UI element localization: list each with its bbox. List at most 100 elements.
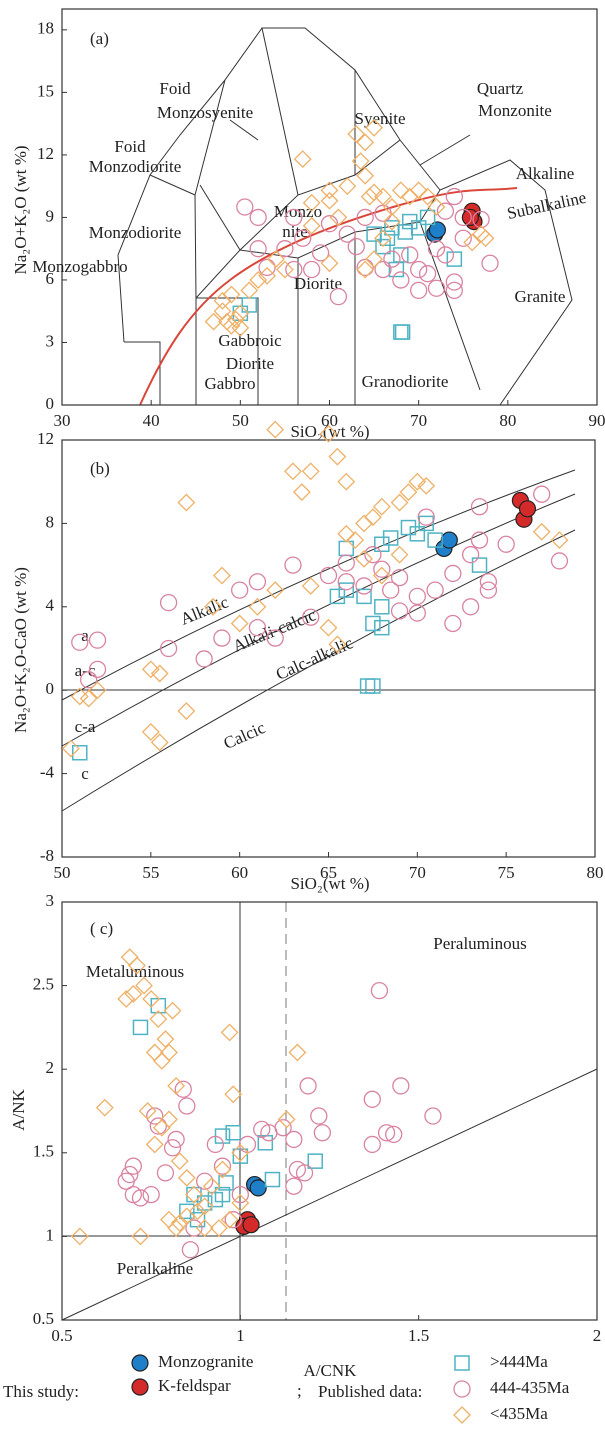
diamond-point	[141, 660, 160, 679]
diamond-point	[293, 150, 312, 168]
circle-point	[408, 587, 426, 606]
square-point	[409, 526, 426, 542]
shand-lines	[61, 902, 598, 1321]
diamond-point	[328, 447, 347, 466]
x-axis-label: SiO₂(wt %)	[290, 422, 369, 441]
square-point	[394, 324, 411, 340]
diamond-point	[88, 681, 107, 700]
circle-point	[385, 1125, 403, 1144]
diamond-point	[292, 483, 311, 502]
legend-marker	[131, 1378, 149, 1396]
x-axis-label: A/CNK	[304, 1361, 358, 1380]
circle-point	[174, 1080, 192, 1098]
circle-point	[285, 260, 303, 279]
square-point	[356, 588, 372, 605]
circle-point	[71, 633, 89, 651]
diamond-point	[145, 1135, 164, 1154]
legend-label: <435Ma	[490, 1404, 548, 1423]
diamond-point	[231, 304, 250, 323]
diamond-point	[275, 260, 294, 279]
x-tick-label: 80	[499, 411, 516, 430]
y-tick-label: 1.5	[33, 1142, 54, 1161]
circle-point	[427, 240, 446, 258]
diamond-point	[230, 614, 249, 633]
diamond-point	[222, 285, 241, 304]
field-label: Foid	[114, 137, 146, 156]
circle-point	[313, 1124, 332, 1142]
circle-point	[249, 208, 267, 227]
circle-point	[382, 581, 400, 599]
circle-point	[445, 273, 463, 291]
study-point	[242, 1216, 260, 1234]
circle-point	[231, 1185, 249, 1204]
diamond-point	[329, 208, 348, 227]
diamond-point	[463, 233, 482, 252]
circle-point	[392, 271, 410, 289]
diamond-point	[418, 187, 437, 206]
diamond-point	[204, 597, 222, 616]
diamond-point	[124, 985, 143, 1003]
x-tick-label: 50	[232, 411, 249, 430]
square-point	[232, 305, 249, 322]
diamond-point	[185, 1185, 203, 1204]
diamond-point	[399, 483, 418, 502]
diamond-point	[156, 1030, 175, 1049]
circle-point	[224, 1211, 242, 1229]
diamond-point	[117, 990, 136, 1008]
square-point	[329, 588, 346, 605]
x-tick-label: 50	[54, 863, 71, 882]
x-tick-label: 1	[236, 1326, 245, 1345]
diamond-point	[356, 260, 375, 279]
legend-marker	[454, 1355, 470, 1371]
diamond-point	[266, 581, 285, 600]
field-label: Alkalic	[178, 592, 232, 629]
circle-point	[472, 210, 490, 229]
circle-point	[454, 229, 472, 247]
y-axis-label: A/NK	[9, 1089, 28, 1131]
circle-point	[88, 660, 107, 678]
diamond-point	[170, 1152, 189, 1171]
diamond-point	[284, 462, 302, 481]
y-tick-label: 0.5	[33, 1309, 54, 1328]
alkaline-divide	[139, 187, 518, 406]
field-label: Foid	[159, 79, 191, 98]
diamond-point	[409, 181, 428, 200]
field-label: Calcic	[221, 718, 269, 753]
circle-point	[285, 208, 303, 227]
circle-point	[181, 1241, 200, 1259]
diamond-point	[150, 664, 169, 683]
panel-label: (a)	[90, 29, 109, 48]
circle-point	[149, 1117, 167, 1135]
circle-point	[479, 573, 498, 591]
x-tick-label: 60	[321, 411, 338, 430]
y-axis-label: Na₂O+K₂O (wt %)	[11, 145, 30, 274]
legend-marker	[131, 1354, 149, 1372]
diamond-point	[476, 229, 495, 248]
circle-point	[461, 598, 480, 616]
circle-point	[364, 546, 382, 564]
circle-point	[424, 1107, 442, 1125]
diamond-point	[212, 566, 231, 585]
diamond-point	[127, 956, 146, 975]
diamond-point	[231, 318, 250, 337]
circle-point	[363, 1090, 381, 1108]
diamond-point	[266, 420, 285, 439]
panel-label: (b)	[90, 459, 110, 478]
field-label: a	[81, 626, 89, 645]
diamond-point	[363, 508, 382, 527]
diamond-point	[248, 597, 267, 616]
diamond-point	[167, 1219, 186, 1237]
circle-point	[373, 560, 391, 578]
diamond-point	[163, 1001, 182, 1020]
square-point	[366, 226, 382, 242]
square-point	[72, 745, 88, 761]
diamond-point	[382, 212, 401, 231]
legend-group-label: This study:	[3, 1382, 79, 1401]
circle-point	[445, 281, 463, 300]
diamond-point	[328, 635, 347, 654]
diamond-point	[391, 181, 410, 200]
circle-point	[146, 1107, 164, 1125]
diamond-point	[167, 1077, 186, 1095]
square-point	[214, 1186, 231, 1203]
